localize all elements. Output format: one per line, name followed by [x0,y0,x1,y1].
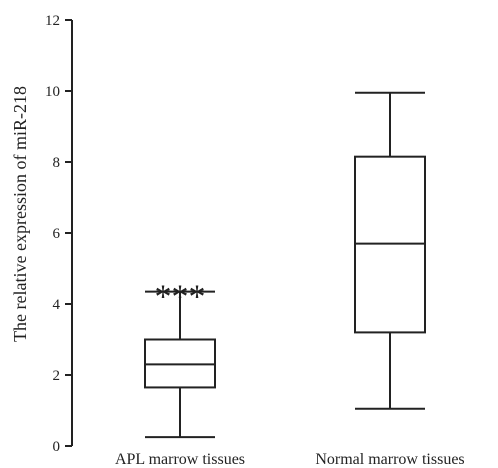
y-tick-label: 2 [53,368,61,384]
category-label: APL marrow tissues [115,451,245,468]
y-tick-label: 0 [53,439,61,455]
boxes: *** [144,91,426,439]
box-2 [354,91,426,410]
y-tick-label: 4 [53,297,61,313]
y-tick-label: 10 [45,84,60,100]
y-tick-label: 8 [53,155,61,171]
y-axis-title: The relative expression of miR-218 [10,86,30,342]
significance-annotation: *** [155,279,206,316]
box-1: *** [144,279,216,439]
y-tick-label: 12 [45,13,60,29]
y-tick-label: 6 [53,226,61,242]
y-axis: 0 2 4 6 8 10 12 [45,13,73,455]
category-label: Normal marrow tissues [315,451,464,468]
category-labels: APL marrow tissues Normal marrow tissues [115,451,465,468]
